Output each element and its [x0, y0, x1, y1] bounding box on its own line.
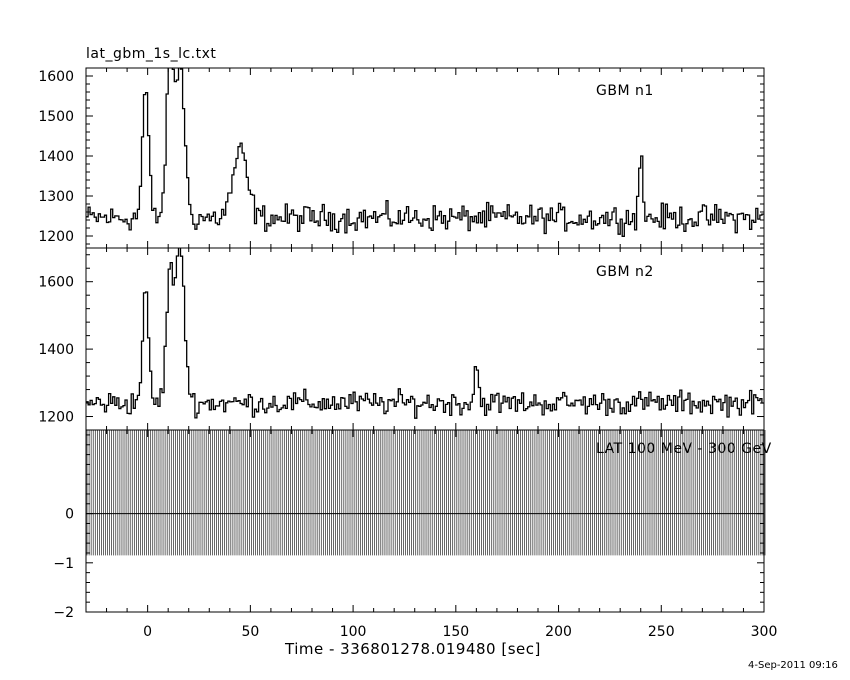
y-tick-label: 1500: [38, 109, 74, 125]
y-tick-label: 0: [65, 507, 74, 523]
x-tick-label: 100: [340, 624, 367, 640]
light-curve-series: [86, 248, 764, 419]
panel-2-label: GBM n2: [596, 264, 654, 280]
y-tick-label: 1200: [38, 410, 74, 426]
y-tick-label: 1300: [38, 189, 74, 205]
y-tick-label: 1400: [38, 342, 74, 358]
y-tick-label: 1400: [38, 149, 74, 165]
light-curve-series: [86, 68, 764, 237]
x-tick-label: 150: [442, 624, 469, 640]
x-tick-label: 0: [143, 624, 152, 640]
y-tick-label: −2: [53, 605, 74, 621]
x-tick-label: 50: [241, 624, 259, 640]
figure-file-title: lat_gbm_1s_lc.txt: [86, 46, 217, 62]
panel-1-label: GBM n1: [596, 83, 654, 99]
x-tick-label: 300: [751, 624, 778, 640]
y-tick-label: 1600: [38, 275, 74, 291]
timestamp: 4-Sep-2011 09:16: [748, 660, 838, 671]
panel-frame: [85, 429, 765, 613]
x-tick-label: 200: [545, 624, 572, 640]
panel-3-label: LAT 100 MeV - 300 GeV: [596, 441, 772, 457]
y-tick-label: 1600: [38, 69, 74, 85]
x-axis-label: Time - 336801278.019480 [sec]: [285, 640, 541, 658]
panel-frame: [85, 67, 765, 249]
y-tick-label: 1200: [38, 229, 74, 245]
y-tick-label: −1: [53, 556, 74, 572]
x-tick-label: 250: [648, 624, 675, 640]
